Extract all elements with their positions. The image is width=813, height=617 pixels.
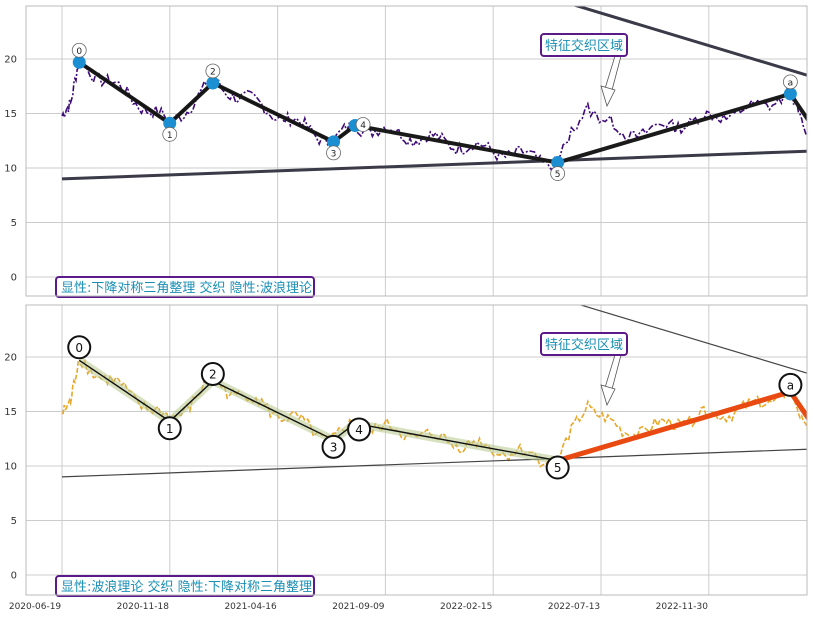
wave-label-2: 2 xyxy=(210,67,216,77)
plot-content: 012345abc xyxy=(61,305,807,480)
x-tick-label: 2021-04-16 xyxy=(224,602,277,612)
wave-label-circle xyxy=(67,335,92,360)
caption-text: 显性:下降对称三角整理 交织 隐性:波浪理论 xyxy=(61,280,312,296)
wave-label-4: 4 xyxy=(360,121,366,131)
correction-line xyxy=(556,389,807,463)
marker-dot xyxy=(72,55,86,69)
y-tick-label: 0 xyxy=(11,571,17,582)
wave-label-0: 0 xyxy=(75,341,83,355)
x-tick-label: 2022-11-30 xyxy=(656,602,709,612)
y-tick-label: 5 xyxy=(11,218,17,229)
plot-area xyxy=(26,305,807,595)
y-tick-label: 10 xyxy=(4,164,17,175)
wave-label-circle xyxy=(205,63,221,79)
wave-label-circle xyxy=(782,74,798,90)
wave-label-a: a xyxy=(788,78,794,88)
annotation-text: 特征交织区域 xyxy=(545,337,623,353)
wave-label-3: 3 xyxy=(331,149,337,159)
triangle-upper-line xyxy=(578,305,807,374)
caption-box xyxy=(55,575,315,597)
wave-label-circle xyxy=(545,455,570,480)
wave-label-a: a xyxy=(787,378,794,392)
wave-label-circle xyxy=(162,126,178,142)
y-tick-label: 15 xyxy=(4,109,17,120)
x-tick-label: 2022-02-15 xyxy=(440,602,492,612)
panel-bottom: 05101520012345abc特征交织区域显性:波浪理论 交织 隐性:下降对… xyxy=(4,304,808,612)
callout-arrow-head xyxy=(600,85,616,108)
x-tick-label: 2020-06-19 xyxy=(9,602,62,612)
x-tick-label: 2020-11-18 xyxy=(117,602,170,612)
y-tick-label: 0 xyxy=(11,273,17,284)
wave-label-circle xyxy=(347,417,372,442)
y-tick-label: 20 xyxy=(4,353,17,364)
marker-dot xyxy=(206,76,220,90)
y-tick-label: 10 xyxy=(4,462,17,473)
wave-label-1: 1 xyxy=(166,422,174,436)
y-tick-label: 15 xyxy=(4,407,17,418)
wave-label-circle xyxy=(355,117,371,132)
plot-content: 012345abc xyxy=(61,6,807,181)
marker-dot xyxy=(551,156,565,170)
x-tick-label: 2022-07-13 xyxy=(548,602,600,612)
wave-label-circle xyxy=(321,434,346,459)
caption-text: 显性:波浪理论 交织 隐性:下降对称三角整理 xyxy=(61,579,312,595)
wave-label-circle xyxy=(200,361,225,386)
plot-frame xyxy=(25,304,808,596)
wave-label-5: 5 xyxy=(554,461,562,475)
wave-label-circle xyxy=(778,372,803,397)
triangle-upper-line xyxy=(572,6,807,77)
wave-label-0: 0 xyxy=(76,47,82,57)
panel-top: 05101520012345abc特征交织区域显性:下降对称三角整理 交织 隐性… xyxy=(4,5,808,298)
wave-label-circle xyxy=(550,166,566,181)
wave-label-3: 3 xyxy=(330,440,338,454)
y-tick-label: 20 xyxy=(4,55,17,66)
annotation-text: 特征交织区域 xyxy=(545,38,623,54)
wave-label-4: 4 xyxy=(355,423,363,437)
wave-label-circle xyxy=(71,42,87,58)
plot-area xyxy=(26,6,807,296)
plot-frame xyxy=(25,5,808,297)
wave-label-circle xyxy=(326,145,341,161)
wave-label-5: 5 xyxy=(555,170,561,180)
callout-arrow-head xyxy=(600,384,616,407)
marker-dot xyxy=(327,135,341,149)
x-tick-label: 2021-09-09 xyxy=(332,602,385,612)
wave-label-1: 1 xyxy=(167,131,173,141)
caption-box xyxy=(55,276,315,298)
wave-label-2: 2 xyxy=(209,367,217,381)
impulse-line xyxy=(78,359,558,462)
marker-dot xyxy=(783,87,797,101)
wave-label-circle xyxy=(157,416,182,441)
annotation-box xyxy=(540,33,628,57)
annotation-box xyxy=(540,332,628,356)
y-tick-label: 5 xyxy=(11,516,17,527)
marker-dot xyxy=(163,116,177,130)
